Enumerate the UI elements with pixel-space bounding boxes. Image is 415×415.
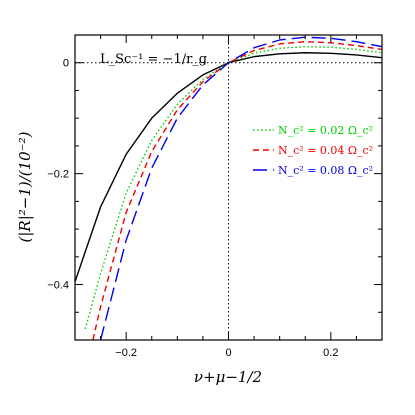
y-tick-label-2: −0.4 [47,280,69,292]
x-tick-label-0: −0.2 [115,347,137,359]
x-axis-title: ν+μ−1/2 [194,368,262,386]
y-axis-title: (|R|²−1)/(10⁻²) [16,131,34,242]
series-line-3 [99,36,382,340]
x-tick-label-2: 0.2 [323,347,338,359]
legend: N_c² = 0.02 Ω_c² N_c² = 0.04 Ω_c² N_c² = 0… [253,124,373,177]
ticks-layer [74,34,383,341]
legend-label-0: N_c² = 0.02 Ω_c² [278,124,373,137]
reference-lines [75,35,382,340]
y-tick-label-1: −0.2 [47,169,69,181]
annotation-lsc: L_Sc⁻¹ = −1/r_g [100,52,207,67]
x-tick-label-1: 0 [225,347,231,359]
legend-label-2: N_c² = 0.08 Ω_c² [278,164,373,177]
tick-labels: −0.2 0 0.2 0 −0.2 −0.4 [47,58,338,359]
y-tick-label-0: 0 [63,58,69,70]
legend-label-1: N_c² = 0.04 Ω_c² [278,144,373,157]
